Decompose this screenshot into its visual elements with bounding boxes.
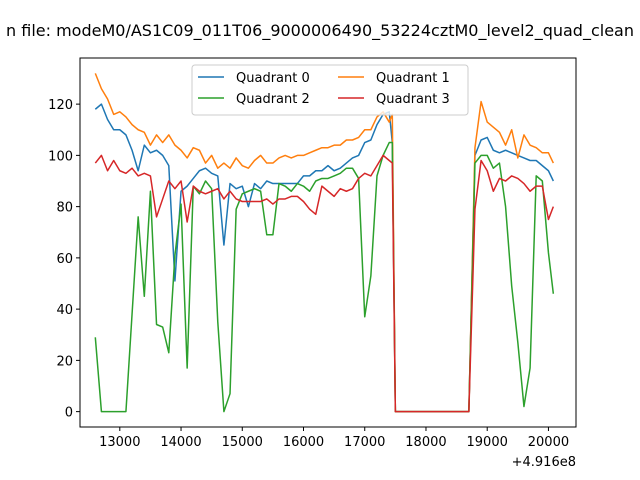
legend-frame: [191, 64, 469, 116]
series-line-quadrant-1: [94, 73, 555, 413]
legend-label: Quadrant 1: [376, 71, 450, 86]
y-tick-label: 120: [48, 98, 73, 113]
y-tick-label: 40: [56, 303, 73, 318]
x-tick-label: 17000: [344, 435, 385, 450]
chart-title: n file: modeM0/AS1C09_011T06_9000006490_…: [6, 21, 634, 41]
series-line-quadrant-3: [94, 154, 555, 413]
y-tick-label: 100: [48, 149, 73, 164]
x-axis: 13000 14000 15000 16000 17000 18000 19000 20000: [99, 427, 569, 450]
legend-label: Quadrant 2: [236, 92, 310, 107]
plot-area-frame: [79, 57, 577, 428]
y-tick-label: 60: [56, 252, 73, 267]
x-tick-label: 19000: [467, 435, 508, 450]
series-line-quadrant-0: [94, 103, 555, 413]
y-axis: 0 20 40 60 80 100 120: [48, 98, 80, 421]
series-line-quadrant-2: [94, 141, 555, 413]
y-tick-label: 0: [65, 406, 73, 421]
series-lines: [94, 73, 555, 413]
x-tick-label: 18000: [405, 435, 446, 450]
y-tick-label: 80: [56, 201, 73, 216]
x-tick-label: 15000: [222, 435, 263, 450]
x-tick-label: 13000: [99, 435, 140, 450]
legend: Quadrant 0 Quadrant 1 Quadrant 2 Quadrant 3: [191, 64, 469, 116]
x-tick-label: 14000: [160, 435, 201, 450]
x-tick-label: 16000: [283, 435, 324, 450]
x-axis-offset-label: +4.916e8: [512, 455, 576, 470]
x-tick-label: 20000: [528, 435, 569, 450]
legend-label: Quadrant 3: [376, 92, 450, 107]
y-tick-label: 20: [56, 354, 73, 369]
legend-label: Quadrant 0: [236, 71, 310, 86]
